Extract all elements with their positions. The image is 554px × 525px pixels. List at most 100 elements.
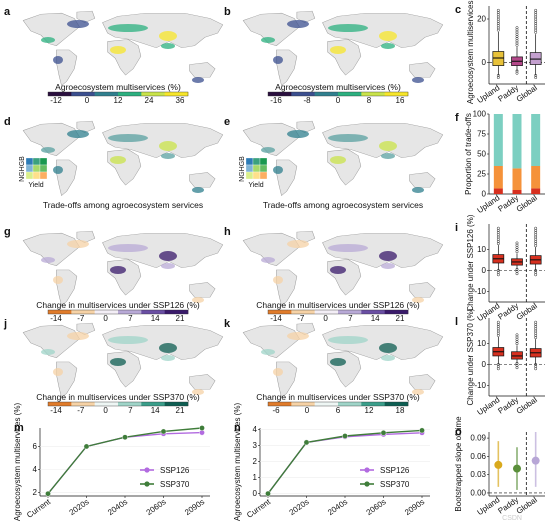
x-tick-label: 2090s	[403, 497, 426, 517]
colorbar-tick-label: 0	[85, 96, 90, 105]
colorbar-segment	[164, 402, 189, 406]
map-hotspot	[412, 187, 424, 193]
map-hotspot	[159, 343, 177, 353]
legend-cell	[245, 164, 254, 173]
colorbar-tick-label: -6	[272, 406, 280, 415]
x-tick-label: 2090s	[183, 497, 206, 517]
y-tick-label: 25	[477, 170, 486, 179]
map-hotspot	[261, 257, 275, 263]
colorbar-tick-label: -14	[270, 314, 282, 323]
map-hotspot	[381, 355, 395, 361]
colorbar-frame	[47, 91, 189, 97]
map-hotspot	[192, 77, 204, 83]
colorbar-segment	[268, 310, 292, 314]
x-tick-label: Global	[515, 495, 539, 516]
map-hotspot	[273, 276, 283, 284]
series-point	[380, 429, 387, 436]
map-hotspot	[67, 240, 89, 248]
colorbar-tick-label: 18	[396, 406, 405, 415]
y-tick-label: 20	[477, 15, 486, 24]
map-hotspot	[192, 187, 204, 193]
y-tick-label: -10	[474, 381, 486, 390]
series-point	[199, 425, 205, 431]
map-hotspot	[110, 266, 126, 274]
panel-letter-f: f	[455, 112, 459, 124]
map-title: Change in multiservices under SSP126 (%)	[256, 300, 420, 310]
colorbar-frame	[47, 401, 189, 407]
map-hotspot	[330, 266, 346, 274]
outlier-point	[496, 367, 500, 371]
colorbar-segment	[361, 92, 385, 96]
map-hotspot	[330, 46, 346, 54]
map-title: Change in multiservices under SSP370 (%)	[36, 392, 200, 402]
map-panel-g: g Change in multiservices under SSP126 (%…	[4, 226, 224, 323]
legend-cell	[32, 171, 41, 180]
map-hotspot	[110, 46, 126, 54]
y-tick-label: 0.06	[470, 452, 486, 461]
stacked-bar-segment	[531, 114, 541, 166]
map-hotspot	[379, 251, 397, 261]
outlier-point	[515, 366, 519, 370]
outlier-point	[534, 336, 538, 340]
x-tick-label: Upland	[476, 495, 502, 517]
map-hotspot	[287, 20, 309, 28]
legend-cell	[39, 157, 48, 166]
colorbar-tick-label: 21	[176, 314, 185, 323]
map-hotspot	[381, 43, 395, 49]
panel-letter-i: i	[455, 222, 458, 234]
outlier-point	[496, 76, 500, 79]
map-hotspot	[41, 349, 55, 355]
y-tick-label: 6	[33, 442, 38, 451]
legend-cell	[25, 171, 34, 180]
colorbar-segment	[384, 310, 409, 314]
map-hotspot	[412, 77, 424, 83]
outlier-point	[534, 244, 538, 248]
stacked-bar-segment	[493, 166, 503, 189]
colorbar-segment	[338, 402, 362, 406]
legend-x-label: Yield	[248, 182, 263, 189]
colorbar-tick-label: 0	[103, 314, 108, 323]
map-hotspot	[330, 156, 346, 164]
range-point	[531, 456, 540, 465]
colorbar-segment	[71, 310, 95, 314]
colorbar-tick-label: 21	[396, 314, 405, 323]
map-hotspot	[273, 166, 283, 174]
range-point	[513, 464, 521, 473]
map-hotspot	[287, 130, 309, 138]
map-panel-j: j Change in multiservices under SSP370 (%…	[3, 318, 224, 415]
colorbar-tick-label: 0	[103, 406, 108, 415]
map-title: Change in multiservices under SSP370 (%)	[256, 392, 420, 402]
chart-panel-l: l Change under SSP370 (%) -10010UplandPadd…	[455, 308, 545, 417]
map-hotspot	[379, 31, 397, 41]
panel-letter-b: b	[224, 6, 231, 18]
colorbar-segment	[118, 92, 142, 96]
colorbar-segment	[164, 92, 189, 96]
map-hotspot	[273, 368, 283, 376]
map-hotspot	[328, 134, 368, 142]
colorbar-segment	[164, 310, 189, 314]
map-hotspot	[161, 355, 175, 361]
legend-cell	[39, 164, 48, 173]
panel-letter-a: a	[4, 6, 11, 18]
colorbar-segment	[94, 92, 119, 96]
stacked-bar-segment	[512, 168, 522, 190]
y-tick-label: 100	[473, 110, 487, 119]
x-tick-label: 2060s	[365, 497, 388, 517]
map-hotspot	[328, 24, 368, 32]
map-hotspot	[192, 389, 204, 395]
range-point	[494, 460, 503, 469]
panel-letter-d: d	[4, 116, 11, 128]
colorbar-tick-label: 14	[151, 406, 160, 415]
map-hotspot	[381, 153, 395, 159]
watermark: CSDN	[502, 515, 522, 522]
y-tick-label: 10	[477, 245, 486, 254]
map-title: Agroecosystem multiservices (%)	[275, 82, 401, 92]
legend-marker	[144, 481, 150, 487]
y-axis-label: Bootstrapped slope of time	[454, 416, 463, 512]
stacked-bar-segment	[531, 188, 541, 194]
map-title: Trade-offs among agroecosystem services	[43, 200, 203, 210]
x-tick-label: 2040s	[326, 497, 349, 517]
series-point	[265, 490, 271, 497]
